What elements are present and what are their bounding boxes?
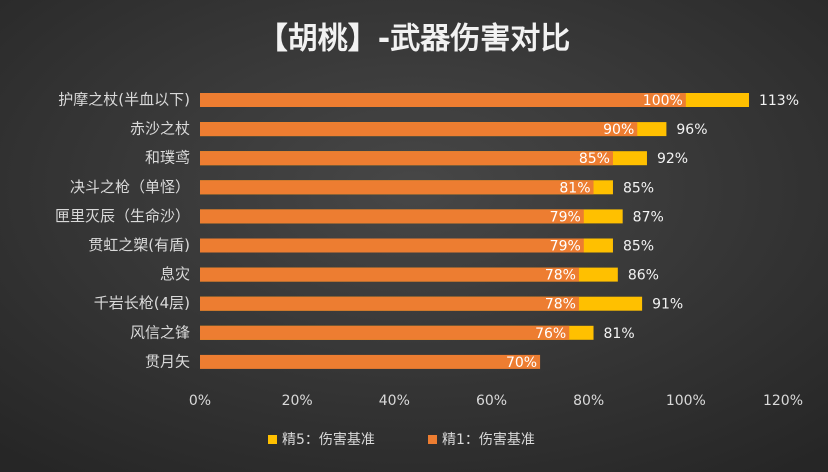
- value-label: 90%: [603, 122, 634, 138]
- value-label: 85%: [623, 180, 654, 196]
- value-label: 79%: [550, 239, 581, 255]
- bar: [200, 267, 579, 282]
- bar: [200, 209, 584, 224]
- value-label: 100%: [643, 93, 683, 109]
- value-label: 85%: [623, 239, 654, 255]
- y-tick-label: 匣里灭辰（生命沙）: [55, 207, 190, 225]
- value-label: 113%: [759, 93, 799, 109]
- y-tick-label: 贯月矢: [145, 352, 190, 370]
- x-tick-label: 20%: [282, 393, 313, 409]
- legend-swatch: [428, 435, 437, 444]
- bar: [200, 151, 613, 166]
- y-tick-label: 贯虹之槊(有盾): [88, 236, 190, 254]
- value-label: 70%: [506, 355, 537, 371]
- x-tick-label: 40%: [379, 393, 410, 409]
- x-tick-label: 100%: [666, 393, 706, 409]
- legend-swatch: [268, 435, 277, 444]
- y-tick-label: 护摩之杖(半血以下): [58, 91, 190, 109]
- x-tick-label: 60%: [476, 393, 507, 409]
- value-label: 86%: [628, 268, 659, 284]
- y-tick-label: 和璞鸢: [145, 149, 190, 167]
- bar: [200, 93, 686, 107]
- value-label: 85%: [579, 151, 610, 167]
- y-tick-label: 赤沙之杖: [130, 120, 190, 138]
- value-label: 91%: [652, 297, 683, 313]
- x-tick-label: 120%: [763, 393, 803, 409]
- legend-label: 精1：伤害基准: [442, 431, 535, 448]
- x-tick-label: 80%: [573, 393, 604, 409]
- bar: [200, 296, 579, 311]
- value-label: 79%: [550, 209, 581, 225]
- bar: [200, 238, 584, 253]
- y-tick-label: 息灾: [160, 265, 190, 283]
- bar: [200, 122, 638, 137]
- y-tick-label: 千岩长枪(4层): [94, 294, 190, 312]
- chart-title: 【胡桃】-武器伤害对比: [258, 22, 570, 57]
- y-tick-label: 决斗之枪（单怪）: [70, 178, 190, 196]
- x-tick-label: 0%: [189, 393, 211, 409]
- legend-label: 精5：伤害基准: [282, 431, 375, 448]
- value-label: 81%: [604, 326, 635, 342]
- bar: [200, 325, 570, 340]
- value-label: 81%: [559, 180, 590, 196]
- value-label: 96%: [676, 122, 707, 138]
- value-label: 92%: [657, 151, 688, 167]
- bar: [200, 354, 541, 369]
- value-label: 87%: [633, 209, 664, 225]
- value-label: 78%: [545, 297, 576, 313]
- value-label: 76%: [535, 326, 566, 342]
- value-label: 78%: [545, 268, 576, 284]
- bar: [200, 180, 594, 195]
- y-tick-label: 风信之锋: [130, 323, 190, 341]
